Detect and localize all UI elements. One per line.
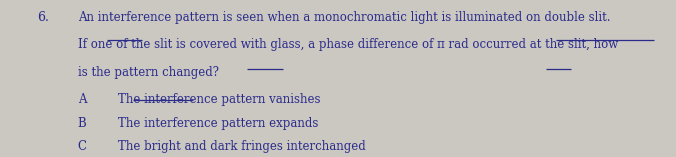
Text: C: C <box>78 140 87 153</box>
Text: A: A <box>78 93 87 106</box>
Text: B: B <box>78 117 87 130</box>
Text: The bright and dark fringes interchanged: The bright and dark fringes interchanged <box>118 140 366 153</box>
Text: An interference pattern is seen when a monochromatic light is illuminated on dou: An interference pattern is seen when a m… <box>78 11 610 24</box>
Text: 6.: 6. <box>37 11 49 24</box>
Text: is the pattern changed?: is the pattern changed? <box>78 66 219 79</box>
Text: The interference pattern vanishes: The interference pattern vanishes <box>118 93 321 106</box>
Text: The interference pattern expands: The interference pattern expands <box>118 117 318 130</box>
Text: If one of the slit is covered with glass, a phase difference of π rad occurred a: If one of the slit is covered with glass… <box>78 38 618 51</box>
